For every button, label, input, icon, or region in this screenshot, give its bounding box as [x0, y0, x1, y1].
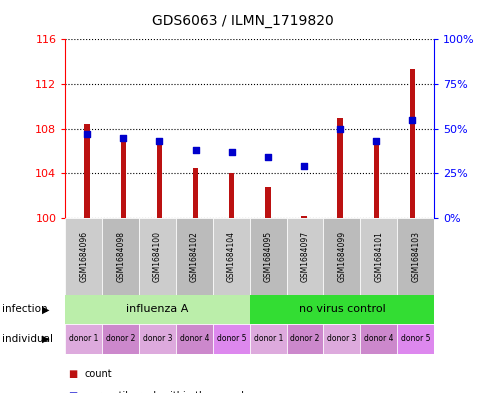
Point	[300, 163, 307, 169]
Text: donor 5: donor 5	[216, 334, 245, 343]
Text: GSM1684103: GSM1684103	[410, 231, 419, 282]
Bar	[323, 218, 360, 295]
Point	[83, 131, 91, 137]
Text: ▶: ▶	[42, 305, 50, 314]
Bar	[249, 218, 286, 295]
Bar	[396, 324, 433, 354]
Text: GSM1684101: GSM1684101	[374, 231, 382, 282]
Text: donor 4: donor 4	[180, 334, 209, 343]
Bar	[121, 136, 126, 218]
Text: GSM1684102: GSM1684102	[190, 231, 198, 282]
Text: individual: individual	[2, 334, 53, 344]
Bar	[84, 124, 90, 218]
Bar	[360, 218, 396, 295]
Bar	[139, 218, 176, 295]
Bar	[212, 218, 249, 295]
Text: GSM1684097: GSM1684097	[300, 231, 309, 282]
Text: donor 1: donor 1	[253, 334, 282, 343]
Bar	[65, 295, 249, 324]
Bar	[156, 139, 162, 218]
Text: donor 5: donor 5	[400, 334, 429, 343]
Point	[263, 154, 271, 160]
Text: infection: infection	[2, 305, 48, 314]
Bar	[176, 324, 212, 354]
Bar	[301, 217, 306, 218]
Point	[227, 149, 235, 155]
Text: GSM1684095: GSM1684095	[263, 231, 272, 282]
Bar	[286, 324, 323, 354]
Bar	[102, 218, 139, 295]
Bar	[373, 139, 378, 218]
Point	[155, 138, 163, 144]
Bar	[249, 295, 433, 324]
Text: GSM1684098: GSM1684098	[116, 231, 125, 282]
Text: no virus control: no virus control	[298, 305, 384, 314]
Bar	[409, 70, 414, 218]
Bar	[193, 168, 198, 218]
Point	[119, 134, 127, 141]
Text: donor 2: donor 2	[106, 334, 135, 343]
Text: donor 1: donor 1	[69, 334, 98, 343]
Bar	[249, 324, 286, 354]
Text: GSM1684099: GSM1684099	[337, 231, 346, 282]
Point	[372, 138, 379, 144]
Bar	[265, 187, 270, 218]
Text: ■: ■	[68, 369, 77, 379]
Bar	[212, 324, 249, 354]
Text: GSM1684096: GSM1684096	[79, 231, 88, 282]
Text: donor 4: donor 4	[363, 334, 393, 343]
Bar	[286, 218, 323, 295]
Text: GDS6063 / ILMN_1719820: GDS6063 / ILMN_1719820	[151, 14, 333, 28]
Bar	[228, 173, 234, 218]
Text: donor 2: donor 2	[290, 334, 319, 343]
Bar	[139, 324, 176, 354]
Point	[335, 125, 343, 132]
Text: donor 3: donor 3	[143, 334, 172, 343]
Text: count: count	[85, 369, 112, 379]
Text: GSM1684100: GSM1684100	[153, 231, 162, 282]
Bar	[396, 218, 433, 295]
Bar	[337, 118, 342, 218]
Bar	[323, 324, 360, 354]
Point	[408, 117, 415, 123]
Bar	[102, 324, 139, 354]
Bar	[176, 218, 212, 295]
Text: donor 3: donor 3	[327, 334, 356, 343]
Bar	[360, 324, 396, 354]
Bar	[65, 324, 102, 354]
Text: influenza A: influenza A	[126, 305, 188, 314]
Text: ■: ■	[68, 391, 77, 393]
Point	[191, 147, 199, 153]
Text: percentile rank within the sample: percentile rank within the sample	[85, 391, 249, 393]
Bar	[65, 218, 102, 295]
Text: GSM1684104: GSM1684104	[227, 231, 235, 282]
Text: ▶: ▶	[42, 334, 50, 344]
